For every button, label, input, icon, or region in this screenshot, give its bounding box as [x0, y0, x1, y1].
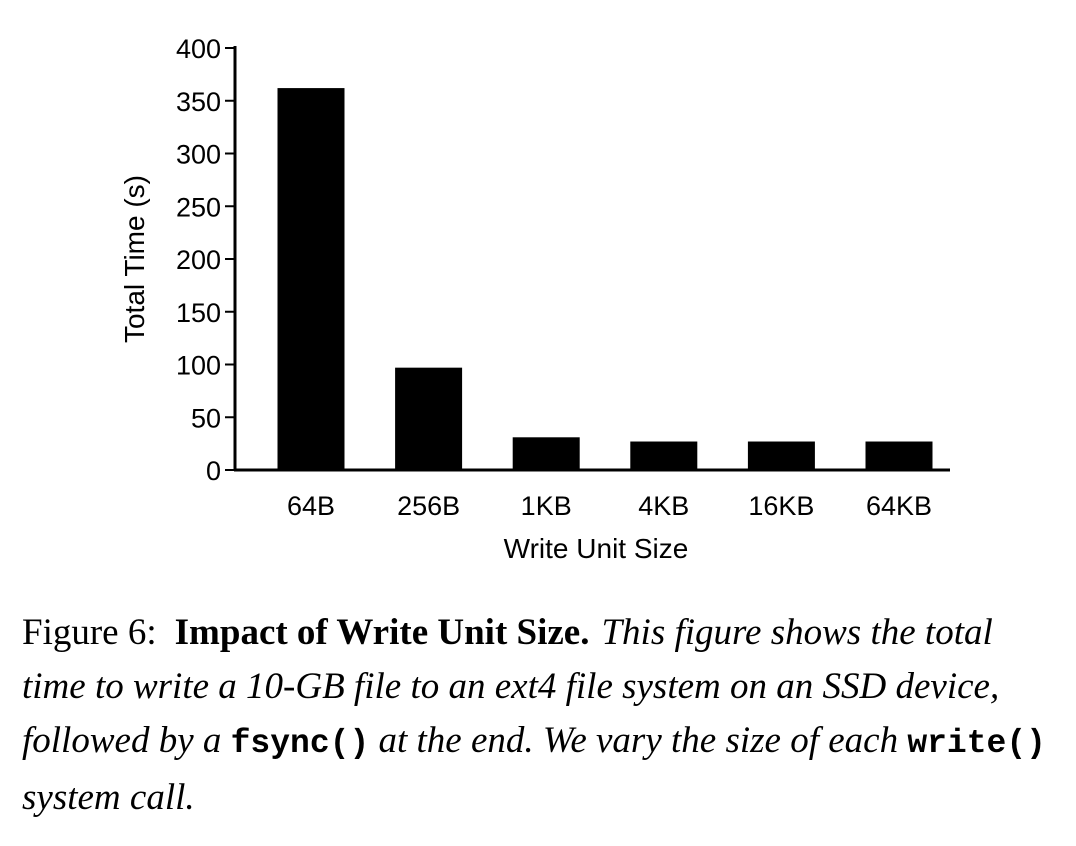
bars [277, 88, 933, 470]
bar-64kb [865, 441, 933, 470]
x-axis-title: Write Unit Size [504, 533, 689, 564]
caption-text: This figure shows the total time to writ… [22, 612, 1046, 818]
x-tick-label: 64KB [866, 491, 932, 521]
y-axis-ticks: 0 50 100 150 200 250 300 350 400 [176, 34, 235, 486]
bar-16kb [747, 441, 815, 470]
y-tick-label: 400 [176, 34, 221, 64]
caption-body-part-1: This figure shows the total time to writ… [22, 612, 1000, 761]
figure-caption: Figure 6: Impact of Write Unit Size. This … [22, 606, 1062, 825]
y-tick-label: 100 [176, 351, 221, 381]
caption-body-part-2: at the end. We vary the size of each [378, 720, 899, 761]
y-tick-label: 350 [176, 87, 221, 117]
bar-256b [395, 367, 463, 470]
bar-chart: 0 50 100 150 200 250 300 350 400 64B 256B 1KB 4KB 16… [119, 34, 950, 564]
caption-title: Impact of Write Unit Size. [174, 612, 590, 653]
x-tick-label: 1KB [521, 491, 572, 521]
y-tick-label: 200 [176, 245, 221, 275]
bar-64b [277, 88, 345, 470]
caption-body-part-3: system call. [22, 777, 195, 818]
x-tick-label: 16KB [748, 491, 814, 521]
x-tick-label: 256B [397, 491, 460, 521]
x-axis-ticks: 64B 256B 1KB 4KB 16KB 64KB [287, 491, 932, 521]
y-axis-title: Total Time (s) [119, 175, 150, 343]
caption-code-write: write() [907, 725, 1046, 762]
y-tick-label: 0 [206, 456, 221, 486]
caption-figure-number: Figure 6: [22, 612, 157, 653]
y-tick-label: 250 [176, 192, 221, 222]
y-tick-label: 50 [191, 403, 221, 433]
caption-code-fsync: fsync() [230, 725, 370, 762]
x-tick-label: 4KB [638, 491, 689, 521]
bar-4kb [630, 441, 698, 470]
y-tick-label: 300 [176, 140, 221, 170]
x-tick-label: 64B [287, 491, 335, 521]
bar-1kb [512, 437, 580, 470]
y-tick-label: 150 [176, 298, 221, 328]
